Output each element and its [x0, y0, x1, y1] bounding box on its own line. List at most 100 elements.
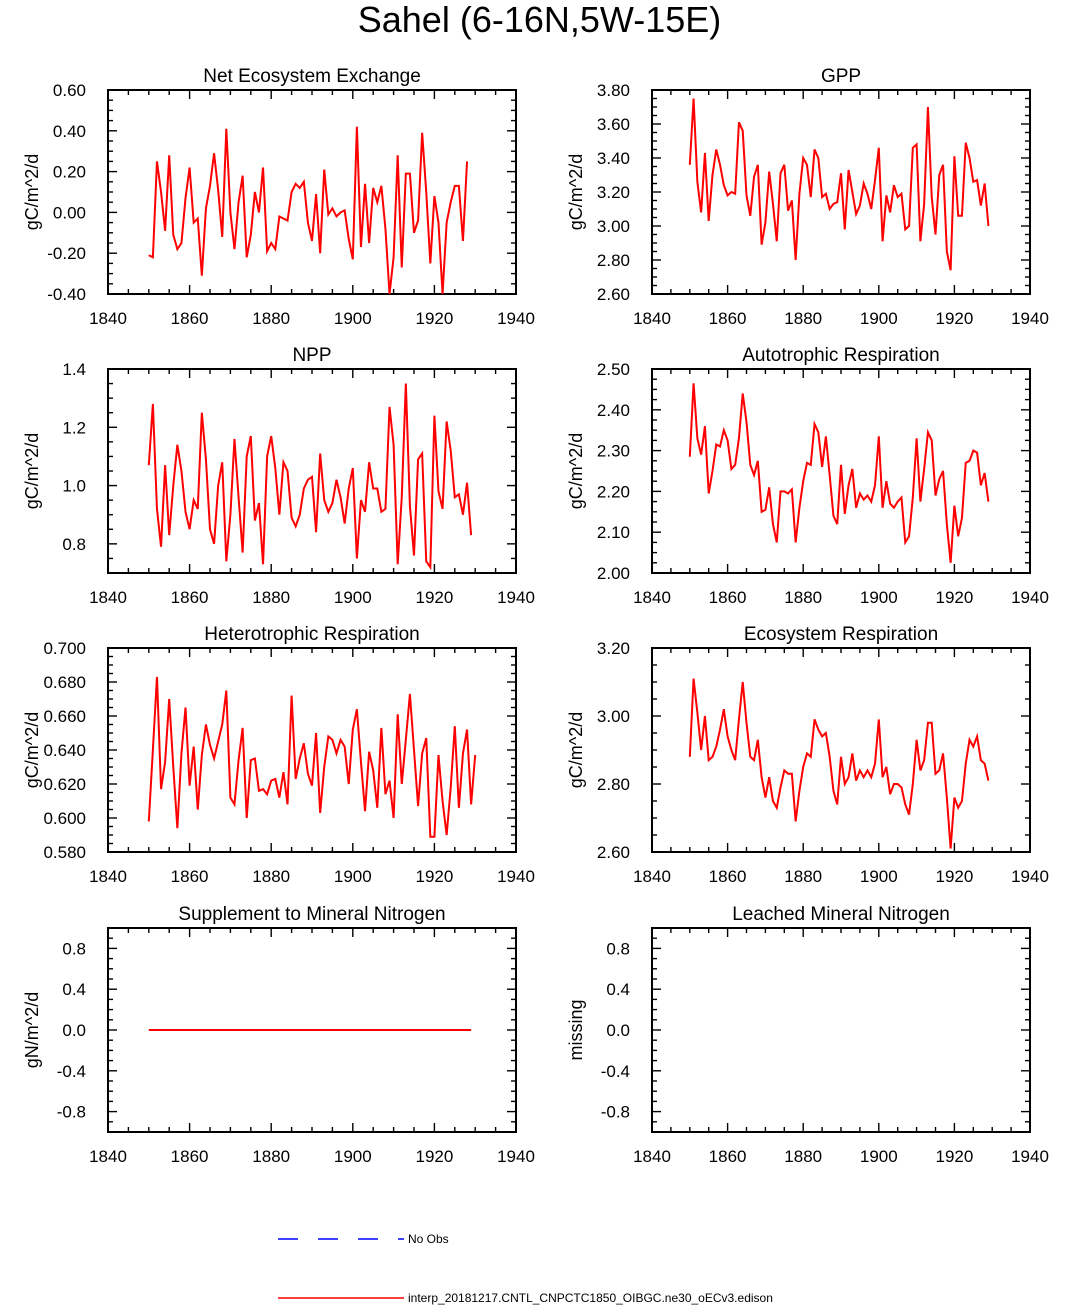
autotrophic-respiration-ytick-label: 2.40	[597, 401, 630, 420]
npp-ytick-label: 1.2	[62, 418, 86, 437]
panel-leached-mineral-nitrogen: Leached Mineral Nitrogen missing 1840 1860 1…	[566, 904, 1049, 1166]
heterotrophic-respiration-ytick-label: 0.640	[43, 741, 86, 760]
supplement-to-mineral-nitrogen-xtick-label: 1920	[415, 1147, 453, 1166]
heterotrophic-respiration-xtick-label: 1900	[334, 867, 372, 886]
net-ecosystem-exchange-ytick-label: -0.20	[47, 244, 86, 263]
net-ecosystem-exchange-xtick-label: 1860	[171, 309, 209, 328]
net-ecosystem-exchange-title: Net Ecosystem Exchange	[203, 66, 421, 87]
net-ecosystem-exchange-ytick-label: 0.60	[53, 81, 86, 100]
net-ecosystem-exchange-ylabel: gC/m^2/d	[22, 154, 42, 230]
autotrophic-respiration-title: Autotrophic Respiration	[742, 345, 940, 366]
leached-mineral-nitrogen-plot-frame	[651, 927, 1031, 1133]
gpp-ytick-label: 2.80	[597, 251, 630, 270]
heterotrophic-respiration-ytick-label: 0.600	[43, 809, 86, 828]
heterotrophic-respiration-xtick-label: 1940	[497, 867, 535, 886]
ecosystem-respiration-ylabel: gC/m^2/d	[566, 712, 586, 788]
npp-ytick-label: 0.8	[62, 535, 86, 554]
npp-xtick-label: 1840	[89, 588, 127, 607]
net-ecosystem-exchange-ytick-label: 0.00	[53, 203, 86, 222]
net-ecosystem-exchange-xtick-label: 1880	[252, 309, 290, 328]
ecosystem-respiration-xtick-label: 1840	[633, 867, 671, 886]
supplement-to-mineral-nitrogen-ylabel: gN/m^2/d	[22, 992, 42, 1068]
net-ecosystem-exchange-ytick-label: -0.40	[47, 285, 86, 304]
supplement-to-mineral-nitrogen-ytick-label: 0.4	[62, 980, 86, 999]
heterotrophic-respiration-xtick-label: 1920	[415, 867, 453, 886]
supplement-to-mineral-nitrogen-xtick-label: 1880	[252, 1147, 290, 1166]
supplement-to-mineral-nitrogen-xtick-label: 1840	[89, 1147, 127, 1166]
leached-mineral-nitrogen-ytick-label: 0.0	[606, 1021, 630, 1040]
npp-title: NPP	[292, 345, 331, 366]
gpp-xtick-label: 1900	[860, 309, 898, 328]
ecosystem-respiration-xtick-label: 1920	[935, 867, 973, 886]
gpp-ylabel: gC/m^2/d	[566, 154, 586, 230]
autotrophic-respiration-ytick-label: 2.00	[597, 564, 630, 583]
gpp-xtick-label: 1920	[935, 309, 973, 328]
gpp-ytick-label: 3.20	[597, 183, 630, 202]
net-ecosystem-exchange-plot-frame	[107, 89, 517, 295]
supplement-to-mineral-nitrogen-ytick-label: -0.8	[57, 1103, 86, 1122]
autotrophic-respiration-ytick-label: 2.50	[597, 360, 630, 379]
npp-xtick-label: 1880	[252, 588, 290, 607]
npp-xtick-label: 1940	[497, 588, 535, 607]
net-ecosystem-exchange-xtick-label: 1920	[415, 309, 453, 328]
heterotrophic-respiration-plot-frame	[107, 647, 517, 853]
heterotrophic-respiration-xtick-label: 1860	[171, 867, 209, 886]
leached-mineral-nitrogen-xtick-label: 1880	[784, 1147, 822, 1166]
net-ecosystem-exchange-xtick-label: 1840	[89, 309, 127, 328]
leached-mineral-nitrogen-ytick-label: -0.8	[601, 1103, 630, 1122]
gpp-xtick-label: 1840	[633, 309, 671, 328]
gpp-title: GPP	[821, 66, 861, 87]
heterotrophic-respiration-series-model	[147, 676, 477, 838]
ecosystem-respiration-title: Ecosystem Respiration	[744, 624, 938, 645]
ecosystem-respiration-xtick-label: 1940	[1011, 867, 1049, 886]
legend: No Obs interp_20181217.CNTL_CNPCTC1850_O…	[278, 1232, 773, 1305]
leached-mineral-nitrogen-xtick-label: 1900	[860, 1147, 898, 1166]
panel-heterotrophic-respiration: Heterotrophic Respiration gC/m^2/d 1840 186…	[22, 624, 535, 886]
gpp-ytick-label: 3.60	[597, 115, 630, 134]
heterotrophic-respiration-ylabel: gC/m^2/d	[22, 712, 42, 788]
heterotrophic-respiration-title: Heterotrophic Respiration	[204, 624, 419, 645]
npp-plot-frame	[107, 368, 517, 574]
supplement-to-mineral-nitrogen-title: Supplement to Mineral Nitrogen	[178, 904, 445, 925]
ecosystem-respiration-ytick-label: 3.20	[597, 639, 630, 658]
gpp-xtick-label: 1940	[1011, 309, 1049, 328]
autotrophic-respiration-ytick-label: 2.30	[597, 442, 630, 461]
panel-autotrophic-respiration: Autotrophic Respiration gC/m^2/d 1840 1860 1…	[566, 345, 1049, 607]
autotrophic-respiration-ytick-label: 2.20	[597, 482, 630, 501]
npp-xtick-label: 1920	[415, 588, 453, 607]
leached-mineral-nitrogen-ylabel: missing	[566, 999, 586, 1060]
supplement-to-mineral-nitrogen-xtick-label: 1860	[171, 1147, 209, 1166]
npp-series-model	[147, 383, 473, 571]
npp-xtick-label: 1900	[334, 588, 372, 607]
net-ecosystem-exchange-xtick-label: 1940	[497, 309, 535, 328]
legend-obs-label: No Obs	[408, 1232, 449, 1246]
autotrophic-respiration-xtick-label: 1900	[860, 588, 898, 607]
net-ecosystem-exchange-ytick-label: 0.20	[53, 163, 86, 182]
gpp-xtick-label: 1880	[784, 309, 822, 328]
ecosystem-respiration-ytick-label: 2.80	[597, 775, 630, 794]
gpp-ytick-label: 2.60	[597, 285, 630, 304]
autotrophic-respiration-xtick-label: 1860	[709, 588, 747, 607]
npp-xtick-label: 1860	[171, 588, 209, 607]
panel-net-ecosystem-exchange: Net Ecosystem Exchange gC/m^2/d 1840 1860 18…	[22, 66, 535, 328]
leached-mineral-nitrogen-ytick-label: 0.4	[606, 980, 630, 999]
panel-ecosystem-respiration: Ecosystem Respiration gC/m^2/d 1840 1860 188…	[566, 624, 1049, 886]
leached-mineral-nitrogen-xtick-label: 1860	[709, 1147, 747, 1166]
net-ecosystem-exchange-xtick-label: 1900	[334, 309, 372, 328]
ecosystem-respiration-ytick-label: 3.00	[597, 707, 630, 726]
npp-ytick-label: 1.0	[62, 477, 86, 496]
supplement-to-mineral-nitrogen-xtick-label: 1940	[497, 1147, 535, 1166]
heterotrophic-respiration-ytick-label: 0.660	[43, 707, 86, 726]
npp-ytick-label: 1.4	[62, 360, 86, 379]
heterotrophic-respiration-ytick-label: 0.580	[43, 843, 86, 862]
net-ecosystem-exchange-series-model	[148, 126, 469, 295]
leached-mineral-nitrogen-ytick-label: -0.4	[601, 1062, 630, 1081]
heterotrophic-respiration-xtick-label: 1880	[252, 867, 290, 886]
ecosystem-respiration-xtick-label: 1860	[709, 867, 747, 886]
supplement-to-mineral-nitrogen-ytick-label: -0.4	[57, 1062, 86, 1081]
panel-supplement-to-mineral-nitrogen: Supplement to Mineral Nitrogen gN/m^2/d 18…	[22, 904, 535, 1166]
autotrophic-respiration-ylabel: gC/m^2/d	[566, 433, 586, 509]
autotrophic-respiration-xtick-label: 1920	[935, 588, 973, 607]
heterotrophic-respiration-ytick-label: 0.700	[43, 639, 86, 658]
